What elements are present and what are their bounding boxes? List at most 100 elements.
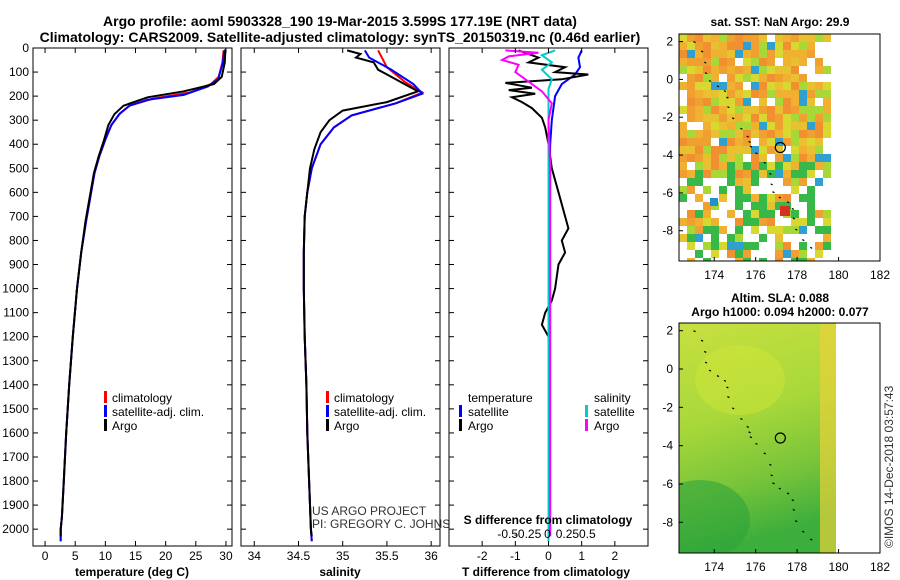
sst-cell: [759, 234, 767, 242]
sst-cell: [823, 106, 831, 114]
sst-cell: [679, 50, 687, 58]
sst-cell: [791, 106, 799, 114]
sst-cell: [823, 34, 831, 42]
track-segment: [746, 135, 749, 138]
sst-cell: [807, 138, 815, 146]
sst-cell: [695, 58, 703, 66]
sst-cell: [799, 122, 807, 130]
sst-cell: [695, 226, 703, 234]
sst-cell: [767, 90, 775, 98]
sst-cell: [719, 66, 727, 74]
sla-float-position-marker: [774, 432, 786, 444]
sst-cell: [703, 34, 711, 42]
sst-cell: [703, 186, 711, 194]
sst-cell: [727, 146, 735, 154]
sst-cell: [775, 98, 783, 106]
sst-cell: [815, 146, 823, 154]
sst-cell: [807, 98, 815, 106]
sst-cell: [815, 106, 823, 114]
sst-cell: [759, 82, 767, 90]
sst-cell: [743, 210, 751, 218]
sst-cell: [807, 82, 815, 90]
sst-cell: [783, 114, 791, 122]
legend-argo-swatch: [104, 419, 107, 431]
sst-cell: [719, 122, 727, 130]
sst-cell: [791, 98, 799, 106]
sst-cell: [703, 146, 711, 154]
sst-cell: [751, 178, 759, 186]
sst-cell: [679, 154, 687, 162]
sst-cell: [711, 218, 719, 226]
sst-cell: [735, 106, 743, 114]
sst-cell: [695, 106, 703, 114]
sst-cell: [807, 122, 815, 130]
map-y-tick-label: 2: [666, 35, 673, 49]
sst-cell: [687, 58, 695, 66]
sst-cell: [799, 114, 807, 122]
sst-cell: [775, 226, 783, 234]
sla-field-east-band: [820, 323, 836, 553]
sst-cell: [783, 226, 791, 234]
legend-temperature-title: temperature: [468, 391, 533, 405]
sst-cell: [751, 58, 759, 66]
sst-cell: [759, 50, 767, 58]
sst-cell: [791, 58, 799, 66]
difference-xlabel-salinity: S difference from climatology: [464, 513, 633, 527]
salinity-panel: 34 34.5 35 35.5 36 salinity climatology sate…: [240, 47, 468, 579]
track-segment: [755, 442, 758, 445]
sst-cell: [735, 154, 743, 162]
track-segment: [727, 396, 730, 399]
sst-cell: [775, 202, 783, 210]
sst-float-position-marker: [774, 141, 786, 154]
sst-cell: [735, 178, 743, 186]
sst-cell: [791, 82, 799, 90]
track-segment: [769, 463, 772, 466]
sst-cell: [799, 178, 807, 186]
sst-cell: [767, 210, 775, 218]
track-segment: [794, 520, 798, 523]
sst-cell: [759, 154, 767, 162]
sst-cell: [799, 98, 807, 106]
depth-tick-label: 1800: [2, 474, 29, 488]
sst-cell: [679, 162, 687, 170]
depth-tick-label: 1000: [2, 282, 29, 296]
sst-cell: [783, 250, 791, 258]
track-segment: [778, 487, 782, 490]
sst-cell: [735, 34, 743, 42]
sst-cell: [727, 250, 735, 258]
sst-cell: [791, 210, 799, 218]
sst-cell: [815, 242, 823, 250]
sst-cell: [815, 178, 823, 186]
depth-tick-label: 1400: [2, 378, 29, 392]
sst-cell: [783, 50, 791, 58]
sst-cell: [679, 138, 687, 146]
sst-map-frame: [678, 33, 881, 262]
sst-cell: [799, 154, 807, 162]
map-x-tick-label: 182: [870, 560, 890, 574]
map-y-tick-label: -8: [662, 515, 673, 529]
depth-tick-label: 100: [9, 65, 29, 79]
sst-cell: [791, 146, 799, 154]
legend-argo-label: Argo: [112, 419, 138, 433]
sst-cell: [735, 242, 743, 250]
sst-cell: [679, 106, 687, 114]
depth-tick-label: 1100: [3, 306, 29, 320]
sst-cell: [759, 130, 767, 138]
sst-cell: [743, 162, 751, 170]
sst-cell: [735, 122, 743, 130]
sla-field-high: [695, 345, 785, 415]
sst-cell: [695, 162, 703, 170]
sst-cell: [719, 154, 727, 162]
sst-cell: [767, 114, 775, 122]
sst-cell: [799, 138, 807, 146]
sst-cell: [703, 202, 711, 210]
track-segment: [703, 61, 707, 64]
sst-cell: [687, 34, 695, 42]
sst-cell: [687, 74, 695, 82]
track-segment: [763, 452, 767, 455]
x-tick-label: 5: [72, 549, 79, 563]
map-x-tick-label: 180: [829, 560, 849, 574]
sst-cell: [767, 194, 775, 202]
sst-cell: [775, 74, 783, 82]
sst-cell: [735, 82, 743, 90]
